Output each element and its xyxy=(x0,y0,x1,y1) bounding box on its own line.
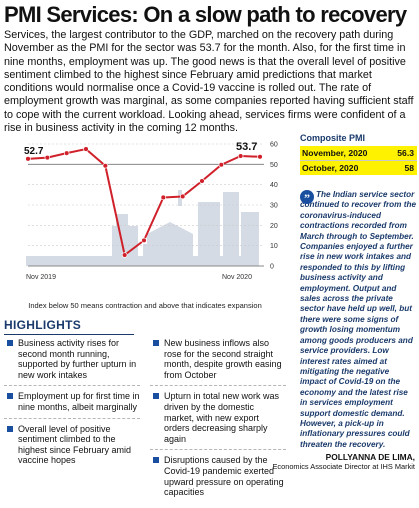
intro-paragraph: Services, the largest contributor to the… xyxy=(4,29,414,135)
data-point xyxy=(25,156,31,162)
highlight-text: Upturn in total new work was driven by t… xyxy=(164,391,280,444)
data-point xyxy=(218,161,225,168)
x-axis-start-label: Nov 2019 xyxy=(26,274,56,281)
data-point xyxy=(237,153,244,159)
data-point xyxy=(199,178,205,184)
square-bullet-icon xyxy=(7,425,13,432)
highlights-left-column: Business activity rises for second month… xyxy=(4,338,140,476)
chart-note: Index below 50 means contraction and abo… xyxy=(28,301,262,310)
y-tick-label: 20 xyxy=(270,223,278,230)
data-point xyxy=(257,154,263,160)
highlight-item: Business activity rises for second month… xyxy=(4,338,140,387)
data-point xyxy=(141,237,147,244)
highlight-text: Disruptions caused by the Covid-19 pande… xyxy=(164,455,284,498)
quote-attribution: POLLYANNA DE LIMA, Economics Associate D… xyxy=(245,452,415,472)
x-axis-end-label: Nov 2020 xyxy=(222,274,252,281)
y-tick-label: 30 xyxy=(270,203,278,210)
quote-icon: ” xyxy=(300,190,314,205)
data-point xyxy=(44,154,51,161)
expert-quote: The Indian service sector continued to r… xyxy=(300,190,417,449)
composite-row-november: November, 2020 56.3 xyxy=(300,146,417,160)
composite-pmi-title: Composite PMI xyxy=(300,133,366,143)
author-name: POLLYANNA DE LIMA, xyxy=(325,452,415,462)
y-tick-label: 40 xyxy=(270,182,278,189)
last-value-label: 53.7 xyxy=(236,141,257,153)
data-point xyxy=(63,150,70,156)
data-point xyxy=(102,163,109,169)
square-bullet-icon xyxy=(153,393,159,400)
highlights-section: HIGHLIGHTS Business activity rises for s… xyxy=(4,318,288,497)
author-title: Economics Associate Director at IHS Mark… xyxy=(272,462,415,471)
y-tick-label: 50 xyxy=(270,162,278,169)
highlights-right-column: New business inflows also rose for the s… xyxy=(150,338,286,508)
pmi-chart-svg: 0 10 20 30 40 50 60 52.7 53.7 Nov 2019 Nov 202… xyxy=(24,141,278,281)
highlight-text: Business activity rises for second month… xyxy=(18,338,137,380)
highlight-item: Disruptions caused by the Covid-19 pande… xyxy=(150,455,286,502)
composite-row-value: 58 xyxy=(404,163,414,173)
data-point xyxy=(160,194,167,201)
highlight-item: New business inflows also rose for the s… xyxy=(150,338,286,387)
gridlines xyxy=(28,143,264,267)
y-axis-ticks: 0 10 20 30 40 50 60 xyxy=(270,142,278,271)
highlight-item: Upturn in total new work was driven by t… xyxy=(150,391,286,451)
first-value-label: 52.7 xyxy=(24,146,44,157)
square-bullet-icon xyxy=(153,340,159,346)
highlights-title: HIGHLIGHTS xyxy=(4,318,134,335)
composite-row-october: October, 2020 58 xyxy=(300,160,417,175)
y-tick-label: 0 xyxy=(270,264,274,271)
highlight-text: Employment up for first time in nine mon… xyxy=(18,391,140,412)
highlight-text: New business inflows also rose for the s… xyxy=(164,338,282,380)
square-bullet-icon xyxy=(7,393,13,400)
highlight-item: Employment up for first time in nine mon… xyxy=(4,391,140,419)
y-tick-label: 10 xyxy=(270,243,278,250)
composite-row-label: October, 2020 xyxy=(302,163,359,173)
composite-row-label: November, 2020 xyxy=(302,148,368,158)
pmi-chart: 0 10 20 30 40 50 60 52.7 53.7 Nov 2019 Nov 202… xyxy=(2,130,290,300)
square-bullet-icon xyxy=(7,340,13,346)
headline: PMI Services: On a slow path to recovery xyxy=(4,2,407,27)
highlight-item: Overall level of positive sentiment clim… xyxy=(4,424,140,471)
y-tick-label: 60 xyxy=(270,142,278,149)
series-points xyxy=(25,146,263,258)
city-illustration xyxy=(26,190,259,266)
data-point xyxy=(121,252,128,258)
data-point xyxy=(179,193,186,200)
square-bullet-icon xyxy=(153,457,159,464)
data-point xyxy=(83,146,89,152)
composite-row-value: 56.3 xyxy=(397,148,414,158)
composite-pmi-box: Composite PMI November, 2020 56.3 Octobe… xyxy=(300,133,417,175)
highlight-text: Overall level of positive sentiment clim… xyxy=(18,423,132,466)
